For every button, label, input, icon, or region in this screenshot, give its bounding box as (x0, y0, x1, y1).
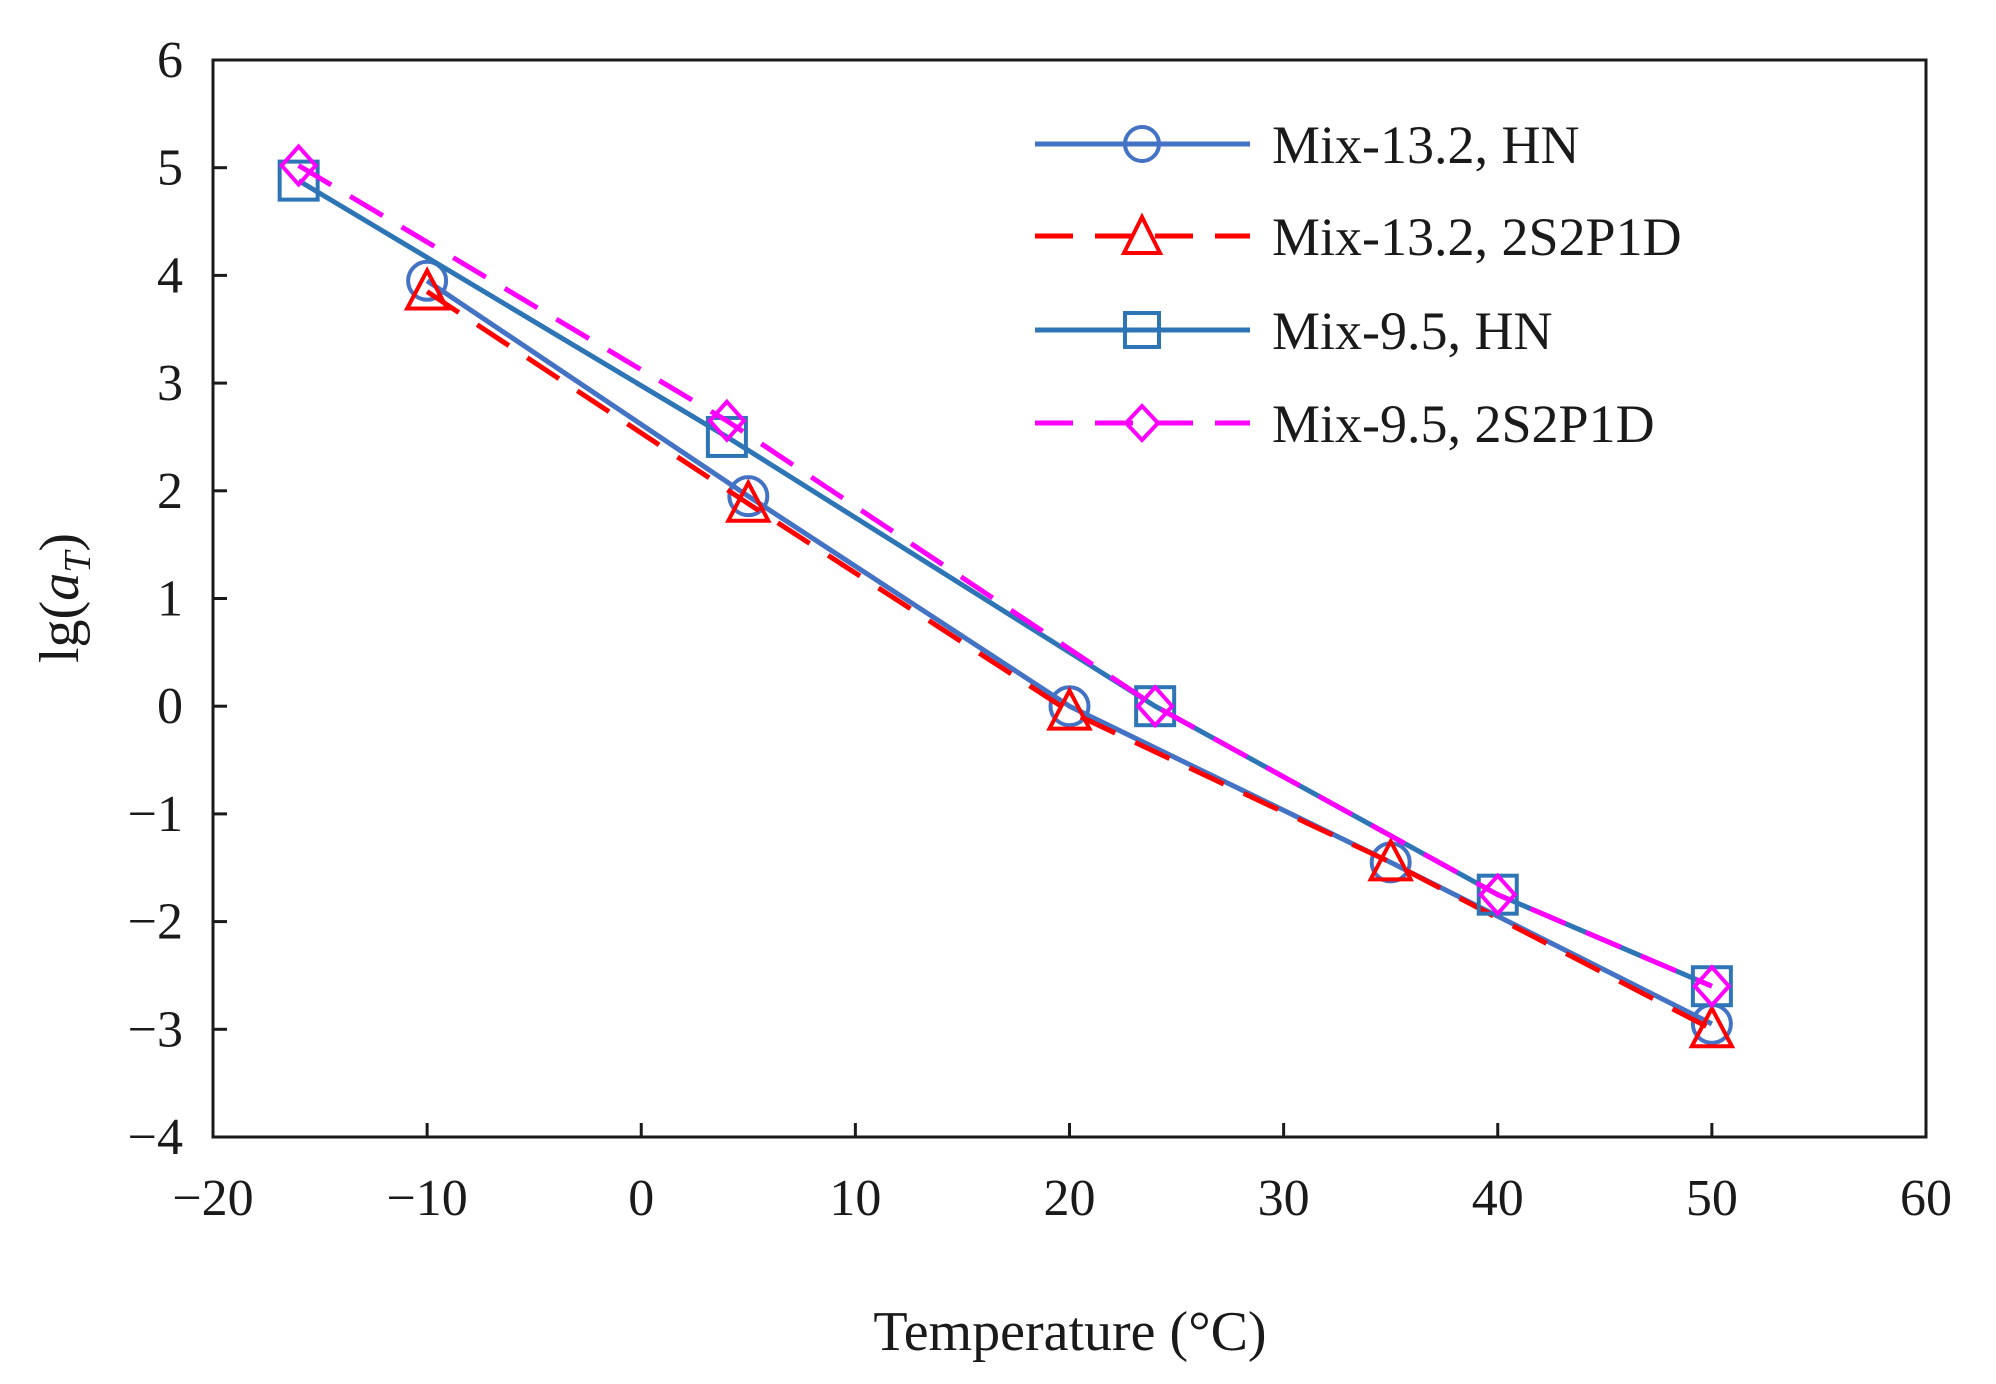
x-tick-label: 60 (1900, 1170, 1952, 1227)
legend-entry-mix-13-2-hn: Mix-13.2, HN (1035, 115, 1580, 175)
y-tick-label: 5 (157, 140, 183, 197)
y-axis-title-suffix: ) (29, 533, 91, 552)
legend-entry-mix-9-5-2s2p1d: Mix-9.5, 2S2P1D (1035, 394, 1655, 454)
x-tick-label: 0 (628, 1170, 654, 1227)
legend-label-mix-13-2-hn: Mix-13.2, HN (1272, 115, 1580, 175)
legend-marker-triangle (1120, 212, 1164, 255)
data-point-mix-13-2-hn (727, 475, 770, 518)
x-tick-label: 10 (829, 1170, 881, 1227)
data-point-mix-9-5-2s2p1d (707, 398, 747, 443)
legend: Mix-13.2, HN Mix-13.2, 2S2P1D Mix-9.5, H… (1035, 115, 1682, 454)
legend-label-mix-9-5-2s2p1d: Mix-9.5, 2S2P1D (1272, 394, 1655, 454)
data-point-mix-13-2-2s2p1d (724, 478, 772, 523)
data-point-mix-13-2-hn (406, 259, 449, 302)
y-tick-label: 0 (157, 678, 183, 735)
y-tick-label: 6 (157, 32, 183, 89)
data-point-mix-9-5-2s2p1d (1692, 964, 1732, 1009)
data-point-mix-13-2-2s2p1d (1688, 1004, 1736, 1049)
y-tick-label: −3 (128, 1001, 183, 1058)
x-tick-label: 40 (1472, 1170, 1524, 1227)
x-tick-label: 50 (1686, 1170, 1738, 1227)
legend-entry-mix-13-2-2s2p1d: Mix-13.2, 2S2P1D (1035, 207, 1682, 267)
series-line-mix-13-2-2s2p1d (425, 289, 1714, 1032)
data-point-mix-9-5-hn (277, 159, 320, 202)
data-point-mix-13-2-2s2p1d (1367, 837, 1415, 882)
data-point-mix-9-5-2s2p1d (278, 143, 319, 188)
legend-marker-circle (1123, 125, 1161, 163)
y-tick-label: 2 (157, 463, 183, 520)
data-point-mix-9-5-2s2p1d (1135, 684, 1175, 729)
series-line-mix-9-5-hn (297, 178, 1713, 989)
y-tick-label: 3 (157, 355, 183, 412)
series-mix-9-5-2s2p1d (278, 143, 1732, 1009)
y-tick-label: 1 (157, 571, 183, 628)
y-tick-label: 4 (157, 247, 183, 304)
series-layer (277, 143, 1736, 1049)
legend-label-mix-9-5-hn: Mix-9.5, HN (1272, 301, 1553, 361)
y-tick-label: −2 (128, 894, 183, 951)
y-axis-title-prefix: lg( (29, 601, 91, 663)
data-point-mix-13-2-2s2p1d (1046, 686, 1093, 731)
x-axis-title: Temperature (°C) (873, 1301, 1266, 1363)
y-axis-title-symbol: a (29, 573, 91, 601)
x-tick-label: −10 (386, 1170, 467, 1227)
x-tick-label: 30 (1258, 1170, 1310, 1227)
legend-marker-square (1123, 311, 1161, 349)
plot-area-frame (211, 58, 1928, 1139)
series-mix-13-2-2s2p1d (403, 266, 1736, 1049)
legend-marker-diamond (1123, 403, 1161, 443)
y-axis-title: lg(aT) (29, 533, 99, 663)
legend-label-mix-13-2-2s2p1d: Mix-13.2, 2S2P1D (1272, 207, 1682, 267)
y-tick-label: −4 (128, 1109, 183, 1166)
legend-entry-mix-9-5-hn: Mix-9.5, HN (1035, 301, 1553, 361)
y-axis-title-subscript: T (57, 549, 99, 573)
x-tick-label: 20 (1044, 1170, 1096, 1227)
data-point-mix-9-5-2s2p1d (1478, 872, 1518, 917)
y-tick-label: −1 (128, 786, 183, 843)
series-line-mix-9-5-2s2p1d (297, 163, 1713, 989)
x-tick-label: −20 (172, 1170, 253, 1227)
data-point-mix-13-2-2s2p1d (403, 266, 451, 311)
